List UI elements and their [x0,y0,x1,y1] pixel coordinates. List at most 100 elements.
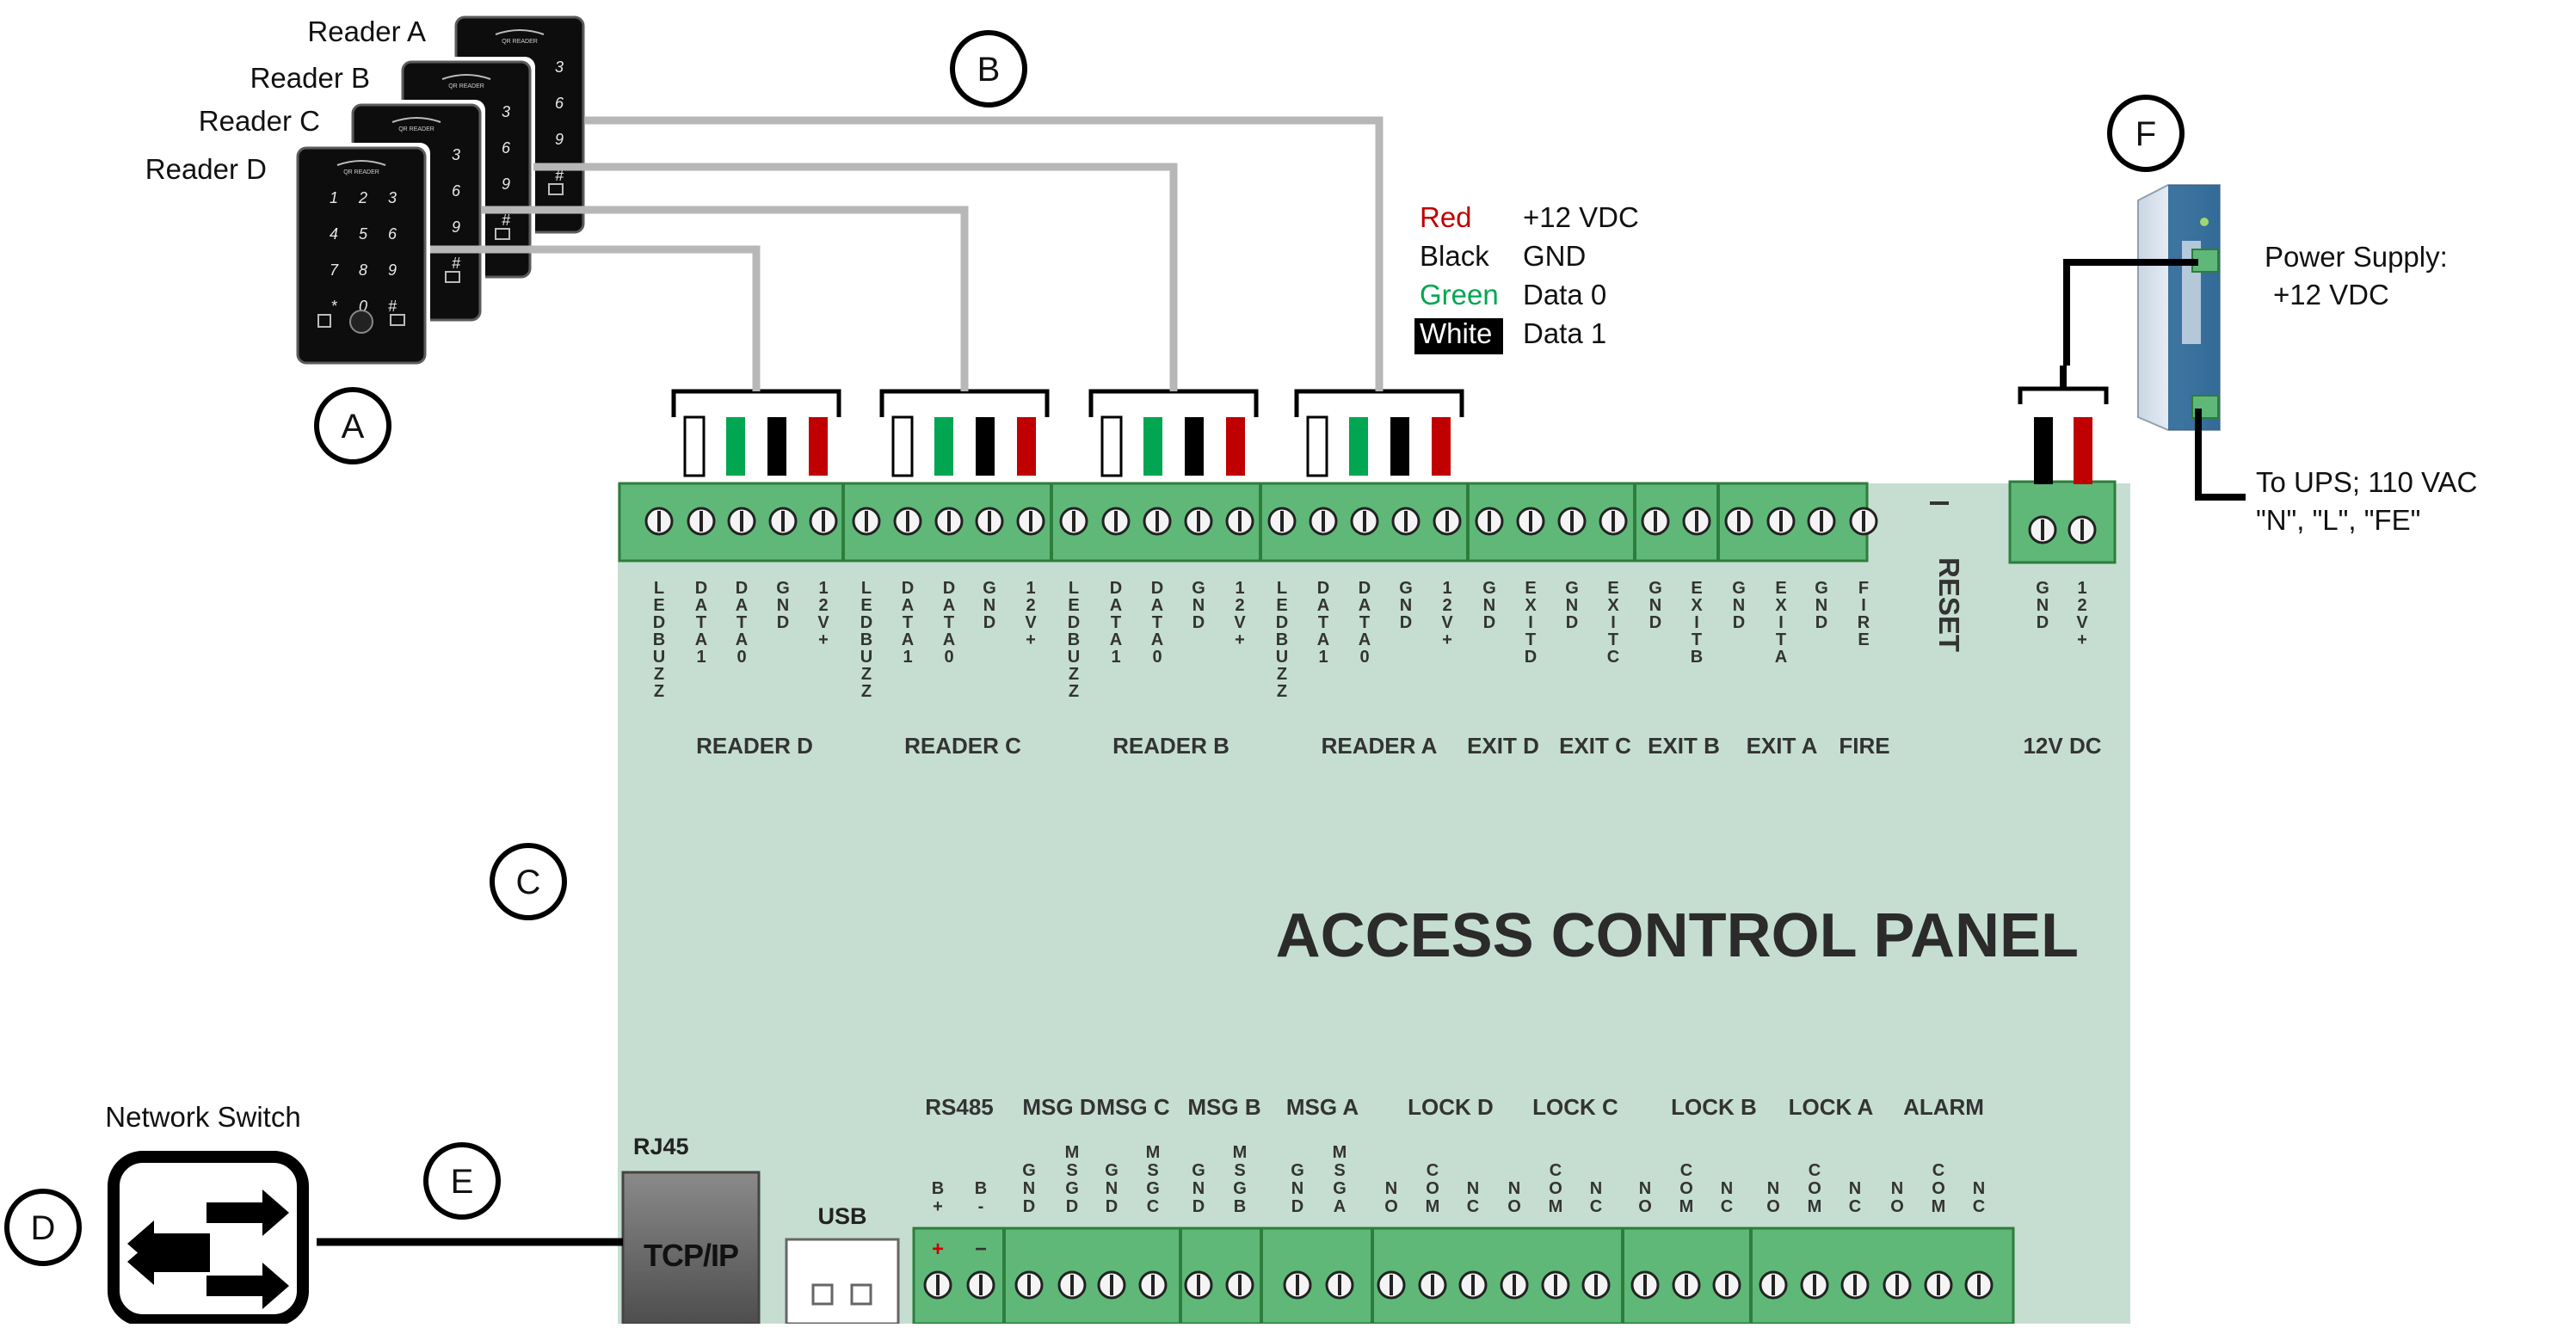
callout-f: F [2107,95,2185,172]
callout-letter: C [516,864,541,901]
keypad-key: 3 [555,58,564,76]
cable-reader-d [430,245,761,370]
qr-icon [317,314,331,328]
rj45-label: RJ45 [633,1134,689,1159]
dc-terminal-screw [2028,515,2057,544]
keypad-key: 3 [502,103,510,120]
terminal-screw [768,507,798,536]
terminal-screw [1184,507,1213,536]
keypad-key: 9 [452,218,460,236]
reader-brand-text: QR READER [448,83,484,89]
terminal-screw [934,507,964,536]
psu-output-cable [2063,259,2198,366]
terminal-screw [1418,1270,1447,1300]
callout-d: D [4,1189,82,1266]
group-label-msg-c: MSG C [1096,1094,1169,1120]
usb-label: USB [817,1203,866,1229]
callouts: A B C D E F [4,30,2185,1266]
keypad-key: 9 [502,175,510,193]
card-icon [445,271,460,283]
psu-cables [2063,259,2246,501]
psu-led [2200,218,2209,226]
keypad-key: 3 [388,189,397,206]
terminal-screw [1840,1270,1870,1300]
terminal-screw [1516,507,1545,536]
reader-cables [430,116,1384,370]
card-icon [495,228,510,240]
psu-label-line2: +12 VDC [2273,279,2389,310]
terminal-screw [1724,507,1753,536]
usb-port [785,1238,900,1325]
group-label-lock-d: LOCK D [1408,1094,1494,1120]
top-terminal-screws [644,483,1878,561]
callout-letter: D [31,1209,56,1247]
terminal-screw [809,507,838,536]
terminal-screw [1267,507,1297,536]
cable-reader-a [585,116,1384,370]
bottom-terminal-labels: B + B - G N D M S G D G N D M S G C G N D M S G B G N D M S G A N O C O M N C N… [932,1143,1985,1261]
power-supply [2137,184,2221,431]
group-label-lock-c: LOCK C [1532,1094,1618,1120]
terminal-screw [1712,1270,1741,1300]
callout-letter: E [451,1163,474,1201]
callout-letter: A [342,408,365,446]
keypad-key: # [452,255,461,272]
keypad-key: 6 [452,182,461,200]
terminal-screw [1924,1270,1953,1300]
legend-white-word: White [1420,317,1492,349]
terminal-screw [1883,1270,1912,1300]
group-label-rs485: RS485 [925,1094,994,1120]
keypad-key: 6 [502,139,511,157]
reader-wire-bundle [671,370,841,477]
keypad-key: 8 [359,261,367,279]
keypad-key: 6 [555,95,564,112]
reader-stack: QR READER 3 6 9 # Reader A QR READER 3 6 9 # Reader… [145,12,589,368]
group-label-exit-b: EXIT B [1648,733,1720,759]
terminal-screw [1475,507,1504,536]
keypad-key: * [330,298,337,315]
keypad-key: # [502,212,511,229]
dc-terminals: G N D 1 2 V + 12V DC [2018,366,2109,759]
callout-letter: F [2135,115,2156,153]
terminal-screw [1283,1270,1312,1300]
terminal-screw [1682,507,1711,536]
group-label-reader-c: READER C [904,733,1021,759]
group-label-reader-a: READER A [1322,733,1438,759]
switch-arrows-icon [127,1190,289,1309]
ups-label-line1: To UPS; 110 VAC [2256,466,2477,498]
group-label-msg-a: MSG A [1286,1094,1359,1120]
terminal-screw [1101,507,1131,536]
group-label-reader-d: READER D [696,733,813,759]
terminal-screw [923,1270,952,1300]
legend-black-word: Black [1420,240,1489,272]
cable-reader-b [533,163,1178,370]
panel-board [618,483,2130,1328]
reader-label-c: Reader C [199,105,320,137]
keypad-key: # [555,167,564,184]
group-label-fire: FIRE [1839,733,1889,759]
card-icon [390,314,405,326]
reader-label-d: Reader D [145,153,267,185]
terminal-screw [1599,507,1628,536]
dc-group-label: 12V DC [2023,733,2101,759]
terminal-screw [1138,1270,1168,1300]
bottom-group-labels: RS485 MSG D MSG C MSG B MSG A LOCK D LOCK C LOC… [925,1094,1984,1120]
group-label-reader-b: READER B [1112,733,1229,759]
